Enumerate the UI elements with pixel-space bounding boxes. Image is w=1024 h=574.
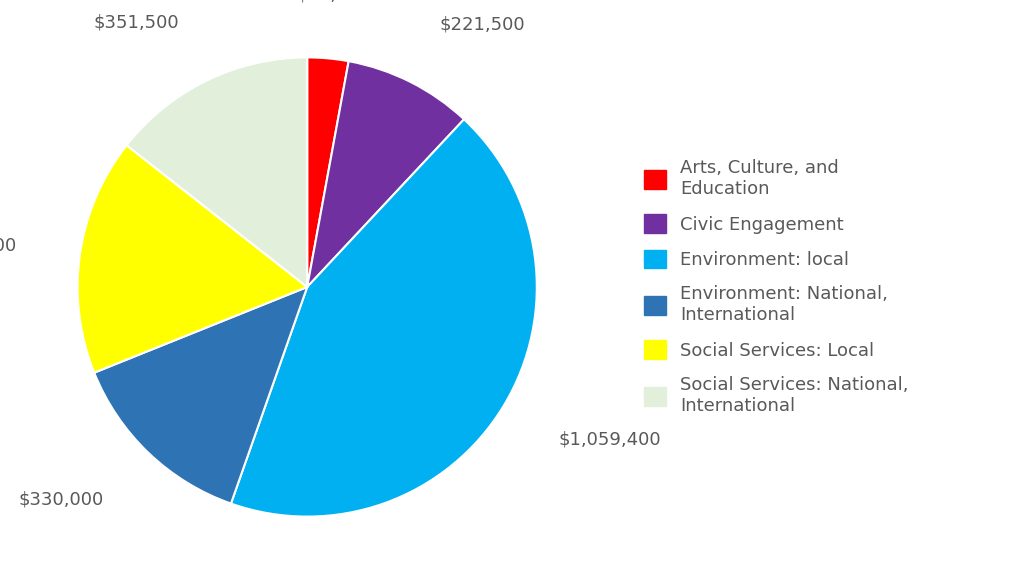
Text: $330,000: $330,000 [18, 490, 104, 509]
Legend: Arts, Culture, and
Education, Civic Engagement, Environment: local, Environment:: Arts, Culture, and Education, Civic Enga… [644, 159, 908, 415]
Wedge shape [127, 57, 307, 287]
Text: $70,500: $70,500 [297, 0, 371, 3]
Wedge shape [94, 287, 307, 503]
Text: $221,500: $221,500 [439, 15, 525, 33]
Wedge shape [78, 145, 307, 373]
Text: $1,059,400: $1,059,400 [558, 430, 662, 448]
Wedge shape [307, 57, 348, 287]
Wedge shape [231, 119, 537, 517]
Text: $351,500: $351,500 [93, 14, 178, 32]
Wedge shape [307, 61, 464, 287]
Text: $407,000: $407,000 [0, 236, 16, 254]
